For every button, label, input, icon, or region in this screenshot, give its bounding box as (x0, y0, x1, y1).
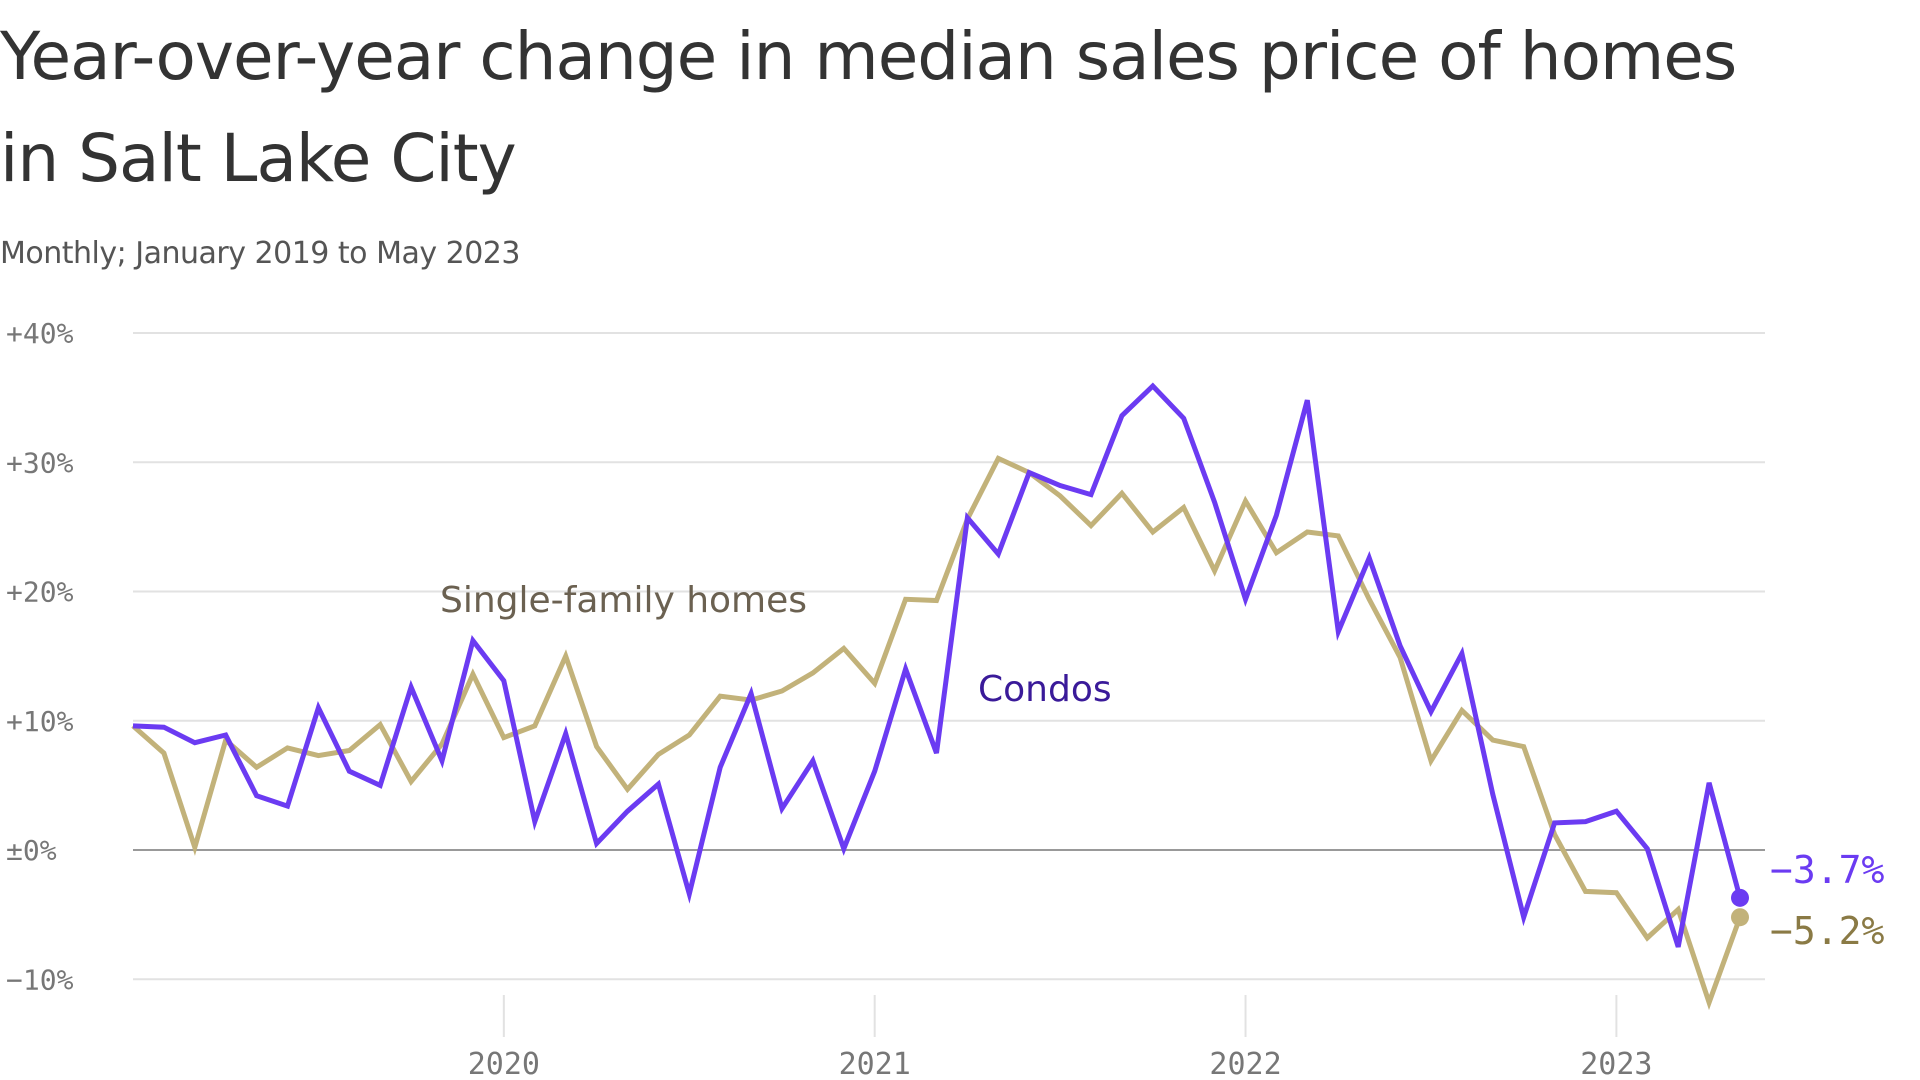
x-tick-label: 2020 (468, 1047, 540, 1080)
end-label-single-family: −5.2% (1770, 909, 1885, 953)
y-tick-label: −10% (6, 963, 74, 996)
chart-title: Year-over-year change in median sales pr… (0, 18, 1737, 197)
x-tick-label: 2023 (1580, 1047, 1652, 1080)
y-tick-label: +10% (6, 705, 74, 738)
end-label-condos: −3.7% (1770, 848, 1885, 892)
x-tick-label: 2021 (839, 1047, 911, 1080)
end-point-condos (1731, 888, 1749, 907)
x-axis: 2020 2021 2022 2023 (468, 995, 1653, 1080)
y-tick-label: ±0% (6, 834, 57, 867)
grid: +40% +30% +20% +10% ±0% −10% (6, 317, 1765, 996)
series-label-single-family: Single-family homes (440, 580, 807, 621)
y-tick-label: +20% (6, 576, 74, 609)
y-tick-label: +40% (6, 317, 74, 350)
y-tick-label: +30% (6, 446, 74, 479)
series-label-condos: Condos (978, 669, 1112, 710)
chart-subtitle: Monthly; January 2019 to May 2023 (0, 236, 520, 271)
labels: Single-family homes Condos (440, 580, 1112, 710)
series-lines: −5.2% −3.7% (131, 382, 1885, 1011)
x-tick-label: 2022 (1209, 1047, 1281, 1080)
end-point-single-family (1731, 908, 1749, 927)
series-line-condos (132, 382, 1743, 948)
series-line-single-family (131, 455, 1743, 1011)
